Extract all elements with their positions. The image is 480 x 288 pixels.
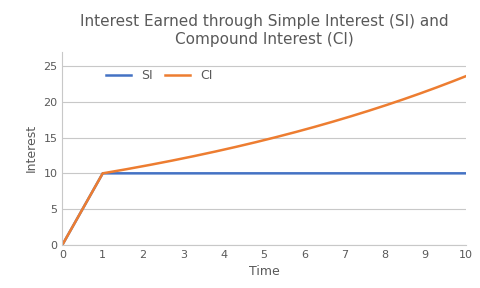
- SI: [463, 172, 468, 175]
- Line: SI: SI: [62, 173, 466, 245]
- CI: [288, 132, 293, 135]
- CI: [454, 78, 459, 82]
- SI: [60, 243, 65, 247]
- SI: [166, 172, 171, 175]
- SI: [177, 172, 182, 175]
- X-axis label: Time: Time: [249, 265, 279, 278]
- CI: [189, 155, 195, 158]
- CI: [463, 75, 468, 78]
- Title: Interest Earned through Simple Interest (SI) and
Compound Interest (CI): Interest Earned through Simple Interest …: [80, 14, 448, 46]
- Y-axis label: Interest: Interest: [25, 124, 38, 173]
- SI: [100, 172, 106, 175]
- CI: [399, 98, 405, 102]
- SI: [386, 172, 392, 175]
- SI: [357, 172, 362, 175]
- SI: [265, 172, 271, 175]
- Legend: SI, CI: SI, CI: [101, 64, 217, 87]
- CI: [60, 243, 65, 247]
- Line: CI: CI: [62, 76, 466, 245]
- SI: [415, 172, 421, 175]
- CI: [317, 124, 323, 127]
- CI: [277, 134, 283, 138]
